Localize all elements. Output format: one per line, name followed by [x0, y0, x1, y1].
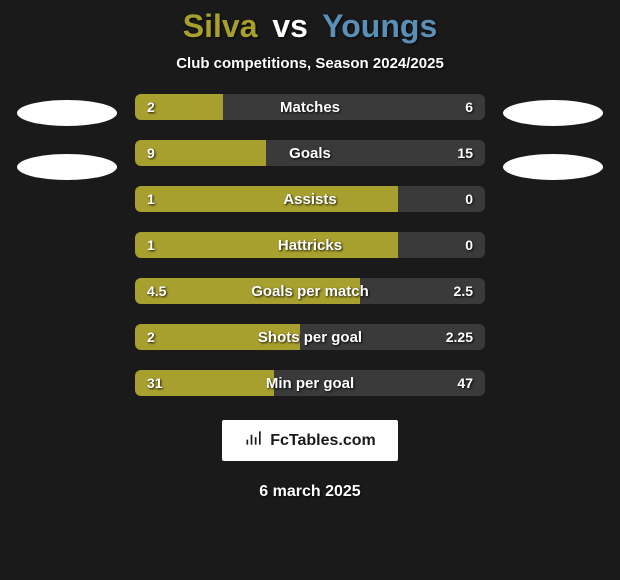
page-title: Silva vs Youngs	[183, 8, 437, 45]
stat-row: 1Assists0	[135, 186, 485, 212]
player1-club-avatar	[17, 154, 117, 180]
stat-row: 2Shots per goal2.25	[135, 324, 485, 350]
bar-right-fill	[274, 370, 485, 396]
bar-left-fill	[135, 186, 398, 212]
stat-row: 31Min per goal47	[135, 370, 485, 396]
stat-row: 1Hattricks0	[135, 232, 485, 258]
bar-left-fill	[135, 94, 223, 120]
chart-bars-icon	[244, 428, 264, 453]
player1-avatar	[17, 100, 117, 126]
bar-right-fill	[266, 140, 485, 166]
content-row: 2Matches6 9Goals15 1Assists0 1Hattricks0 4.5…	[0, 94, 620, 396]
bar-left-fill	[135, 370, 274, 396]
bar-right-fill	[398, 186, 486, 212]
bar-right-fill	[398, 232, 486, 258]
bar-right-fill	[300, 324, 485, 350]
stat-bars: 2Matches6 9Goals15 1Assists0 1Hattricks0 4.5…	[135, 94, 485, 396]
bar-left-fill	[135, 278, 360, 304]
player1-name: Silva	[183, 8, 258, 44]
vs-text: vs	[272, 8, 308, 44]
bar-track	[135, 232, 485, 258]
player2-club-avatar	[503, 154, 603, 180]
stat-row: 4.5Goals per match2.5	[135, 278, 485, 304]
bar-left-fill	[135, 232, 398, 258]
bar-track	[135, 278, 485, 304]
bar-right-fill	[360, 278, 485, 304]
bar-track	[135, 324, 485, 350]
subtitle: Club competitions, Season 2024/2025	[176, 55, 444, 72]
bar-left-fill	[135, 324, 300, 350]
bar-track	[135, 94, 485, 120]
stat-row: 9Goals15	[135, 140, 485, 166]
watermark-text: FcTables.com	[270, 432, 376, 450]
left-avatar-col	[17, 94, 117, 180]
bar-track	[135, 140, 485, 166]
date-text: 6 march 2025	[259, 483, 360, 501]
player2-avatar	[503, 100, 603, 126]
bar-left-fill	[135, 140, 266, 166]
stat-row: 2Matches6	[135, 94, 485, 120]
comparison-card: Silva vs Youngs Club competitions, Seaso…	[0, 0, 620, 580]
bar-track	[135, 186, 485, 212]
bar-right-fill	[223, 94, 486, 120]
bar-track	[135, 370, 485, 396]
watermark-badge: FcTables.com	[220, 418, 400, 463]
player2-name: Youngs	[322, 8, 437, 44]
right-avatar-col	[503, 94, 603, 180]
